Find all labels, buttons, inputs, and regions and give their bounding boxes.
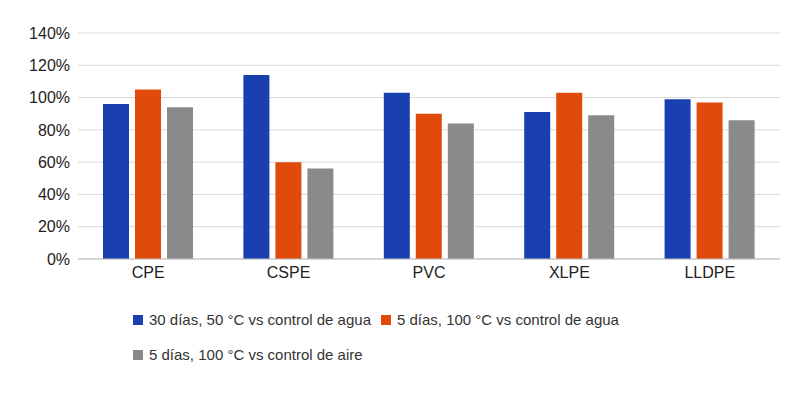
svg-text:PVC: PVC xyxy=(413,264,446,281)
html-text:5 días, 100 °C vs control de a: 5 días, 100 °C vs control de agua xyxy=(397,311,619,328)
svg-text:CSPE: CSPE xyxy=(267,264,311,281)
svg-text:40%: 40% xyxy=(38,186,70,203)
svg-text:80%: 80% xyxy=(38,122,70,139)
html-text:5 días, 100 °C vs control de a: 5 días, 100 °C vs control de aire xyxy=(149,346,363,363)
svg-text:LLDPE: LLDPE xyxy=(684,264,735,281)
svg-text:0%: 0% xyxy=(47,251,70,268)
svg-text:100%: 100% xyxy=(29,89,70,106)
svg-text:XLPE: XLPE xyxy=(549,264,590,281)
html-text:30 días, 50 °C vs control de a: 30 días, 50 °C vs control de agua xyxy=(149,311,371,328)
svg-text:20%: 20% xyxy=(38,218,70,235)
svg-text:60%: 60% xyxy=(38,154,70,171)
svg-text:CPE: CPE xyxy=(132,264,165,281)
svg-text:140%: 140% xyxy=(29,25,70,42)
svg-text:120%: 120% xyxy=(29,57,70,74)
